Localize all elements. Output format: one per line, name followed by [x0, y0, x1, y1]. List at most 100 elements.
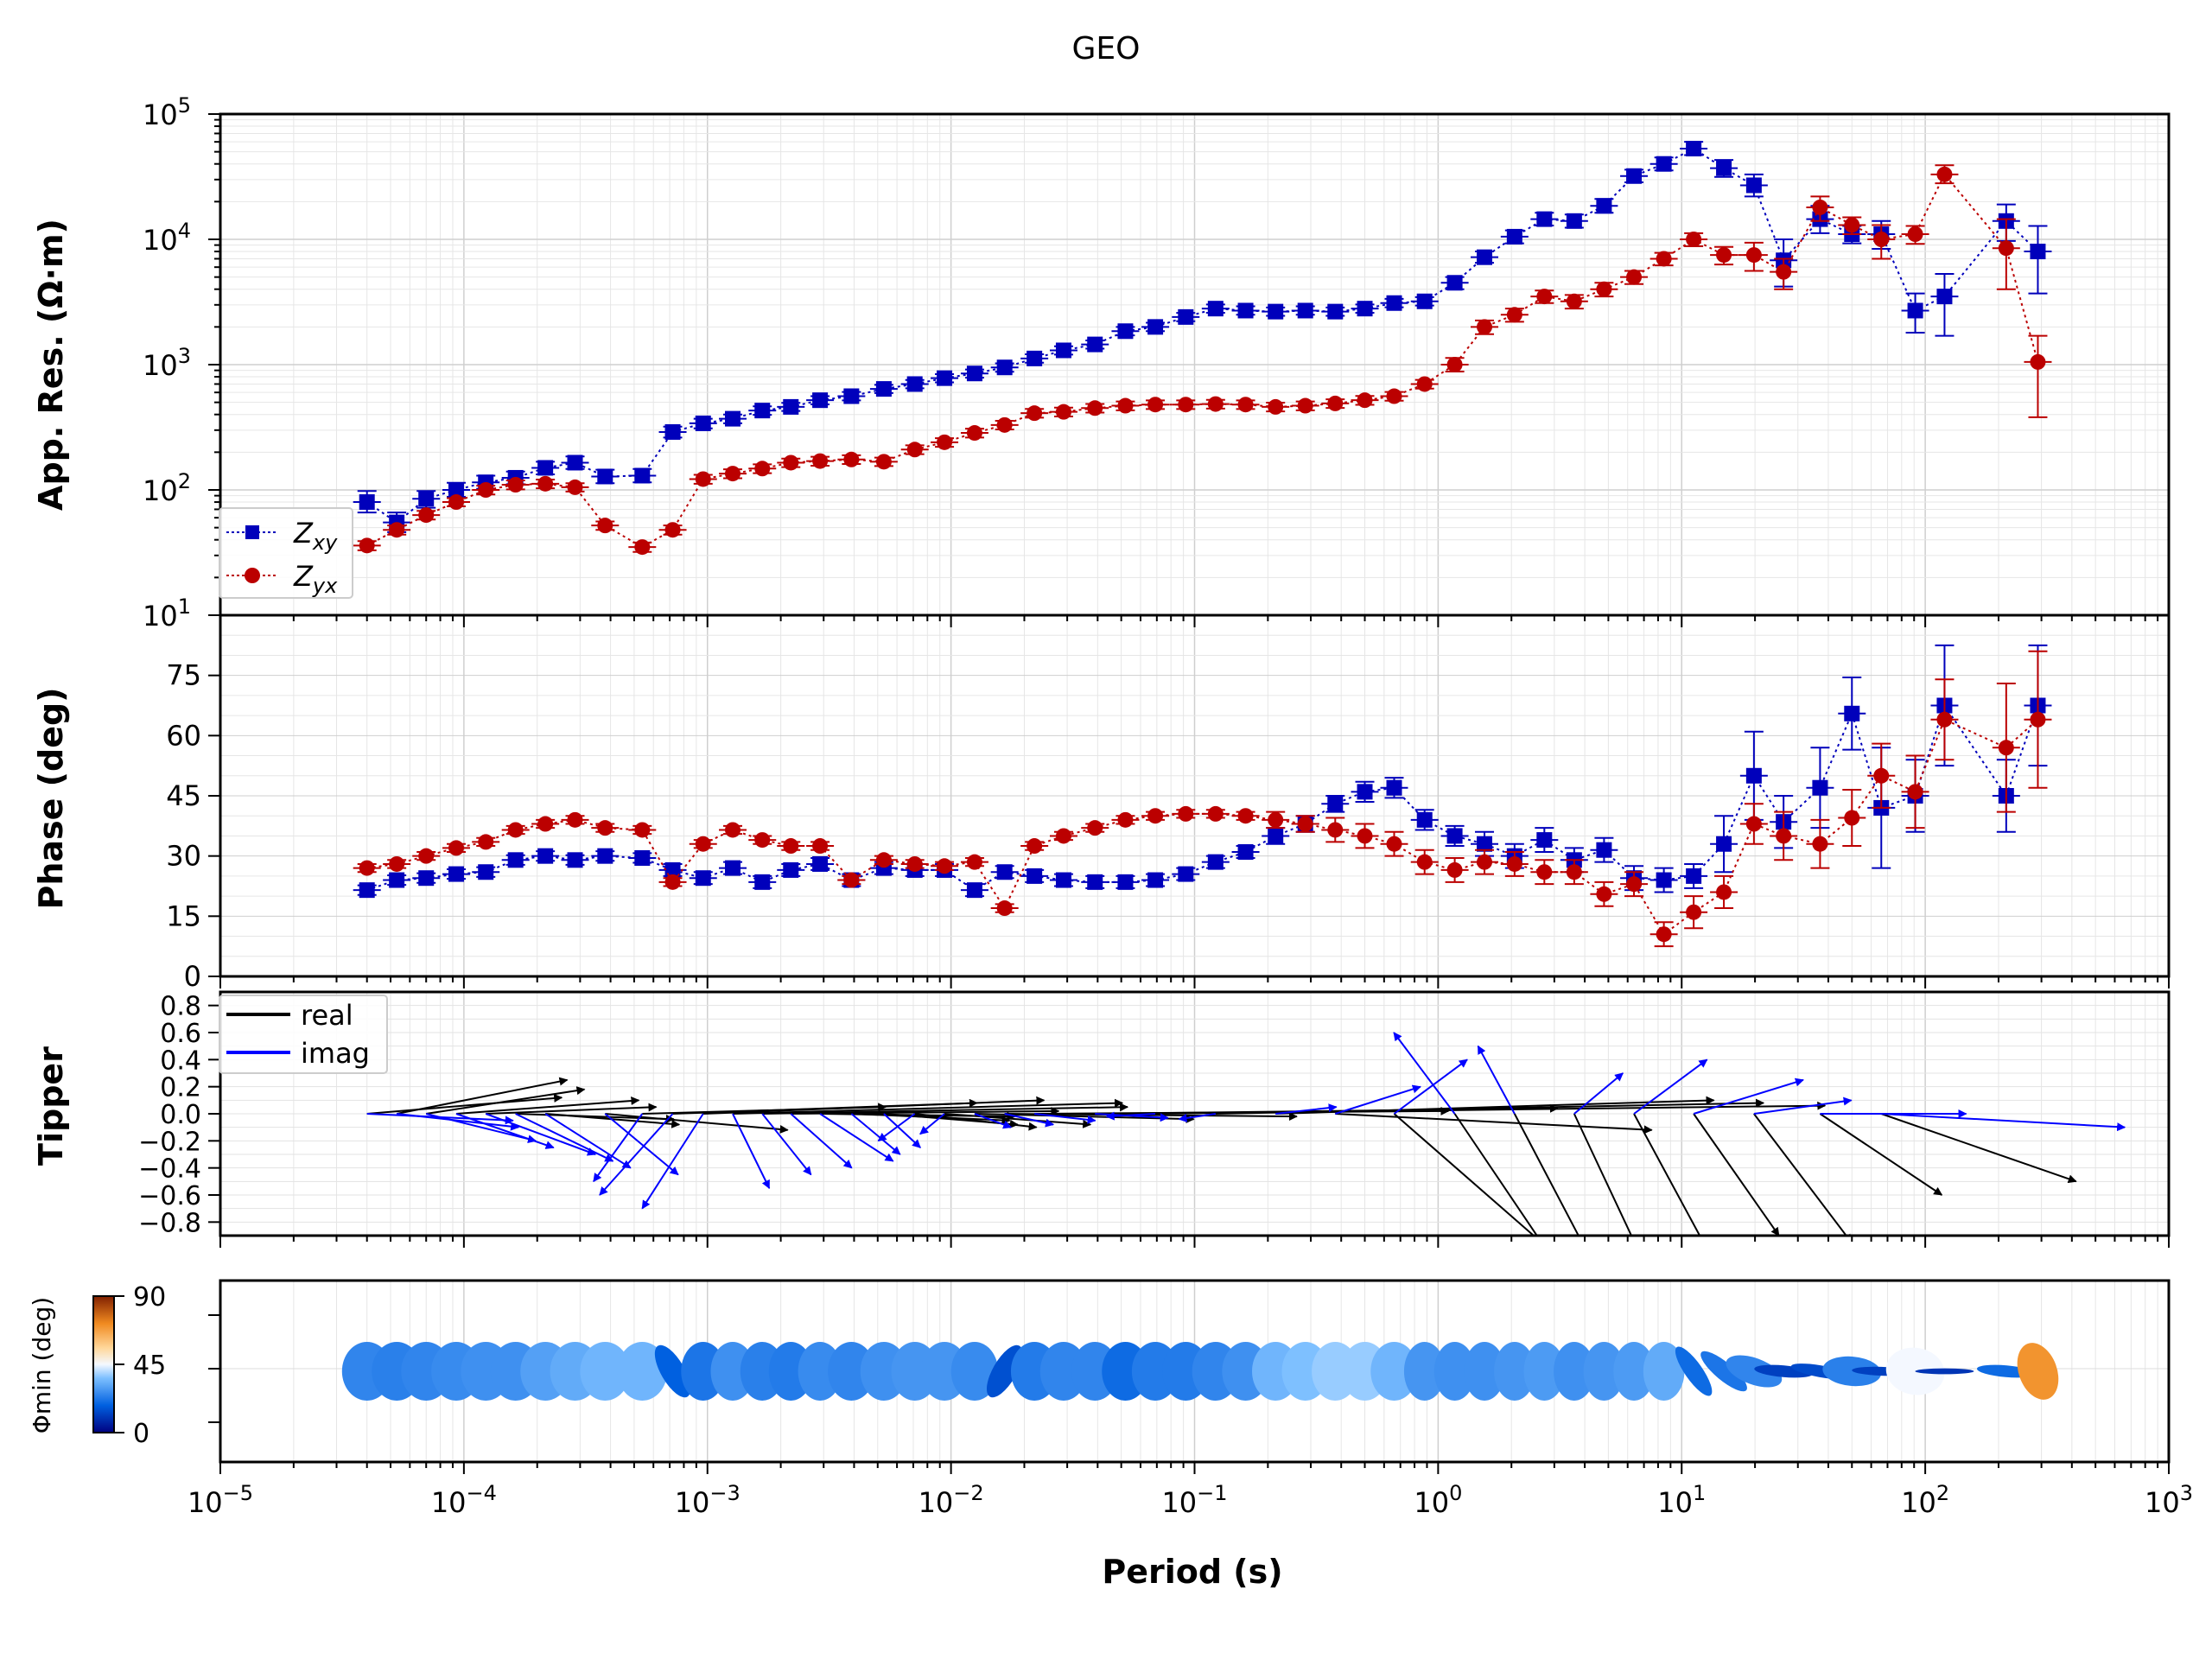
data-point-Zxy: [1745, 177, 1762, 194]
data-point-Zyx: [783, 838, 799, 855]
tipper-imag-arrow: [877, 1113, 916, 1142]
data-point-Zyx: [1327, 822, 1344, 838]
data-point-Zxy: [1686, 140, 1702, 156]
tipper-imag-arrow: [819, 1113, 894, 1162]
data-point-Zxy: [567, 454, 583, 471]
phase-tensor-ellipse: [1643, 1342, 1685, 1401]
data-point-Zyx: [1536, 864, 1553, 880]
data-point-Zxy: [1686, 868, 1702, 884]
data-point-Zxy: [1386, 295, 1402, 311]
data-point-Zyx: [1386, 388, 1402, 404]
data-point-Zxy: [1656, 872, 1672, 888]
tipper-imag-arrow: [883, 1113, 921, 1148]
tipper-imag-arrow: [1881, 1113, 2126, 1132]
data-point-Zxy: [725, 410, 741, 427]
tipper-real-arrow: [1880, 1113, 2077, 1184]
data-point-Zxy: [1656, 156, 1672, 172]
data-point-Zyx: [1207, 396, 1224, 412]
resistivity-grid: [219, 114, 2170, 616]
x-tick-label: 101: [1657, 1481, 1706, 1519]
data-point-Zyx: [1656, 926, 1672, 943]
data-point-Zxy: [1327, 796, 1344, 812]
data-point-Zyx: [634, 539, 651, 556]
data-point-Zxy: [966, 365, 982, 382]
y-tick-label: 101: [143, 594, 191, 632]
data-point-Zxy: [937, 370, 953, 386]
data-point-Zyx: [1716, 884, 1732, 900]
data-point-Zyx: [996, 900, 1013, 917]
data-point-Zxy: [812, 392, 829, 409]
tipper-real-arrow: [732, 1098, 1124, 1115]
data-point-Zyx: [754, 832, 771, 849]
data-point-Zyx: [812, 838, 829, 855]
tipper-real-arrow: [366, 1093, 563, 1115]
data-point-Zyx: [507, 822, 524, 838]
tipper-ylabel: Tipper: [32, 1046, 70, 1166]
data-point-Zxy: [478, 864, 494, 880]
data-point-Zyx: [478, 834, 494, 850]
x-tick-label: 10−4: [431, 1481, 497, 1519]
data-point-Zxy: [1357, 301, 1373, 317]
data-point-Zyx: [537, 475, 554, 492]
data-point-Zxy: [1357, 784, 1373, 800]
phase-tensor-ellipse: [1403, 1342, 1446, 1401]
data-point-Zyx: [1327, 395, 1344, 411]
data-point-Zyx: [1745, 816, 1762, 832]
data-point-Zyx: [1055, 828, 1071, 844]
y-tick-label: 0.4: [160, 1046, 201, 1076]
data-point-Zyx: [695, 471, 711, 487]
phase-tensor-ellipse: [2017, 1343, 2059, 1400]
data-point-Zxy: [634, 467, 651, 484]
tipper-imag-arrow: [1334, 1084, 1421, 1115]
data-point-Zyx: [1745, 247, 1762, 264]
tipper-imag-arrow: [599, 1113, 674, 1196]
data-point-Zyx: [1998, 240, 2014, 257]
phase-ylabel: Phase (deg): [32, 687, 70, 909]
data-point-Zyx: [1656, 251, 1672, 267]
data-point-Zxy: [725, 860, 741, 876]
tipper-imag-arrow: [1004, 1113, 1055, 1128]
tipper-real-arrow: [1693, 1113, 1780, 1236]
series-line-Zxy: [366, 147, 2039, 524]
tipper-real-arrow: [1753, 1113, 1853, 1236]
colorbar-tick-label: 90: [133, 1282, 166, 1313]
data-point-Zxy: [996, 864, 1013, 880]
y-tick-label: 0: [184, 960, 201, 993]
data-point-Zxy: [1844, 705, 1860, 721]
data-point-Zyx: [875, 454, 892, 470]
data-point-Zyx: [1477, 319, 1493, 335]
data-point-Zyx: [1776, 264, 1792, 280]
phase-marks: [353, 644, 2052, 948]
tipper-real-arrow: [486, 1103, 658, 1115]
colorbar-gradient: [92, 1295, 115, 1433]
phase-tensor-ellipse: [1464, 1342, 1505, 1401]
phase-tensor-ellipse: [1675, 1346, 1713, 1396]
resistivity-legend: Zxy Zyx: [219, 507, 353, 599]
data-point-Zyx: [1477, 854, 1493, 870]
data-point-Zyx: [597, 518, 613, 534]
y-tick-label: 104: [143, 219, 191, 257]
data-point-Zxy: [1027, 868, 1043, 884]
phase-tensor-ellipse: [1370, 1342, 1418, 1401]
data-point-Zyx: [937, 858, 953, 874]
data-point-Zyx: [725, 822, 741, 838]
data-point-Zxy: [418, 491, 435, 507]
tipper-real-arrow: [1633, 1113, 1701, 1236]
data-point-Zyx: [1147, 397, 1164, 413]
data-point-Zyx: [1297, 397, 1313, 414]
data-point-Zyx: [1596, 886, 1612, 902]
data-point-Zyx: [725, 466, 741, 482]
data-point-Zyx: [966, 854, 982, 870]
data-point-Zyx: [1776, 828, 1792, 844]
tipper-imag-arrow: [641, 1113, 704, 1210]
data-point-Zyx: [567, 811, 583, 828]
data-point-Zxy: [1446, 828, 1463, 844]
data-point-Zxy: [1812, 779, 1828, 796]
data-point-Zxy: [1027, 350, 1043, 366]
data-point-Zxy: [359, 494, 375, 511]
phase-tensor-ellipse: [617, 1342, 668, 1401]
data-point-Zxy: [1936, 289, 1953, 305]
legend-zxy-marker: [245, 525, 259, 539]
data-point-Zxy: [1716, 836, 1732, 852]
x-tick-label: 100: [1414, 1481, 1462, 1519]
